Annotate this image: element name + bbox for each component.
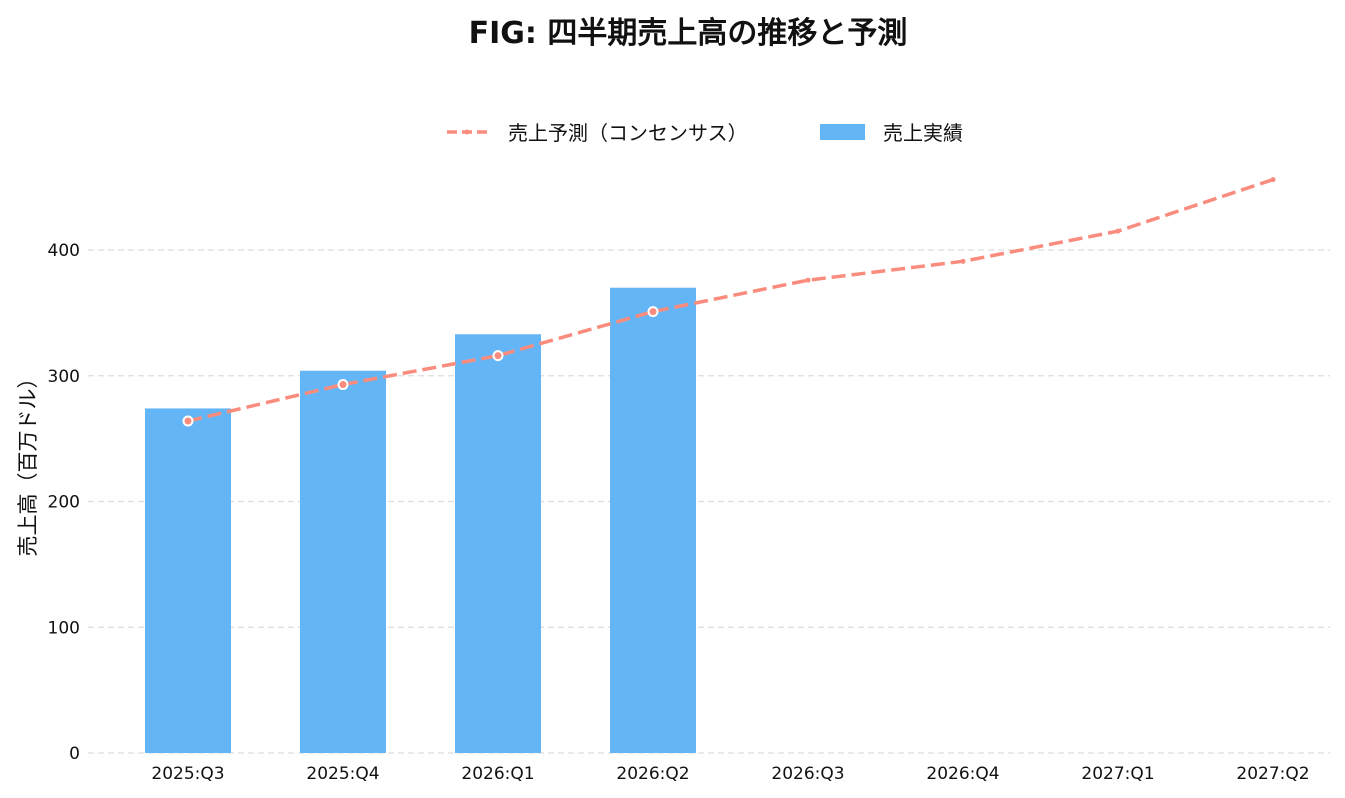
x-tick-label: 2027:Q2 [1236, 764, 1309, 784]
bars [145, 287, 696, 753]
x-tick-label: 2025:Q4 [306, 764, 379, 784]
legend-item-forecast: 売上予測（コンセンサス） [447, 121, 748, 145]
legend-item-actual: 売上実績 [820, 121, 963, 145]
x-tick-label: 2026:Q3 [771, 764, 844, 784]
y-tick-label: 300 [48, 367, 80, 387]
bar-actual [300, 370, 386, 753]
forecast-point [1270, 177, 1276, 183]
legend-forecast-marker [464, 129, 470, 135]
x-tick-label: 2025:Q3 [151, 764, 224, 784]
x-tick-label: 2026:Q1 [461, 764, 534, 784]
y-tick-label: 100 [48, 618, 80, 638]
y-tick-label: 400 [48, 241, 80, 261]
y-axis-ticks: 0 100 200 300 400 [48, 241, 80, 764]
bar-actual [455, 334, 541, 753]
bar-actual [145, 408, 231, 753]
forecast-point [1115, 228, 1121, 234]
forecast-point [960, 258, 966, 264]
x-tick-label: 2027:Q1 [1081, 764, 1154, 784]
forecast-point [182, 415, 194, 427]
y-tick-label: 0 [69, 744, 80, 764]
legend-forecast-label: 売上予測（コンセンサス） [508, 121, 748, 145]
forecast-line [187, 177, 1274, 423]
x-axis-ticks: 2025:Q3 2025:Q4 2026:Q1 2026:Q2 2026:Q3 2026:… [151, 764, 1309, 784]
gridlines [88, 249, 1330, 754]
chart-title: FIG: 四半期売上高の推移と予測 [469, 16, 908, 51]
forecast-line-group [182, 177, 1276, 427]
x-tick-label: 2026:Q2 [616, 764, 689, 784]
legend-actual-label: 売上実績 [883, 121, 963, 145]
y-axis-label: 売上高（百万ドル） [16, 368, 40, 557]
forecast-point [647, 306, 659, 318]
forecast-point [337, 379, 349, 391]
y-tick-label: 200 [48, 493, 80, 513]
legend: 売上予測（コンセンサス） 売上実績 [447, 121, 963, 145]
bar-actual [610, 287, 696, 753]
forecast-point [805, 277, 811, 283]
legend-actual-swatch [820, 124, 865, 140]
forecast-point [492, 350, 504, 362]
x-tick-label: 2026:Q4 [926, 764, 999, 784]
